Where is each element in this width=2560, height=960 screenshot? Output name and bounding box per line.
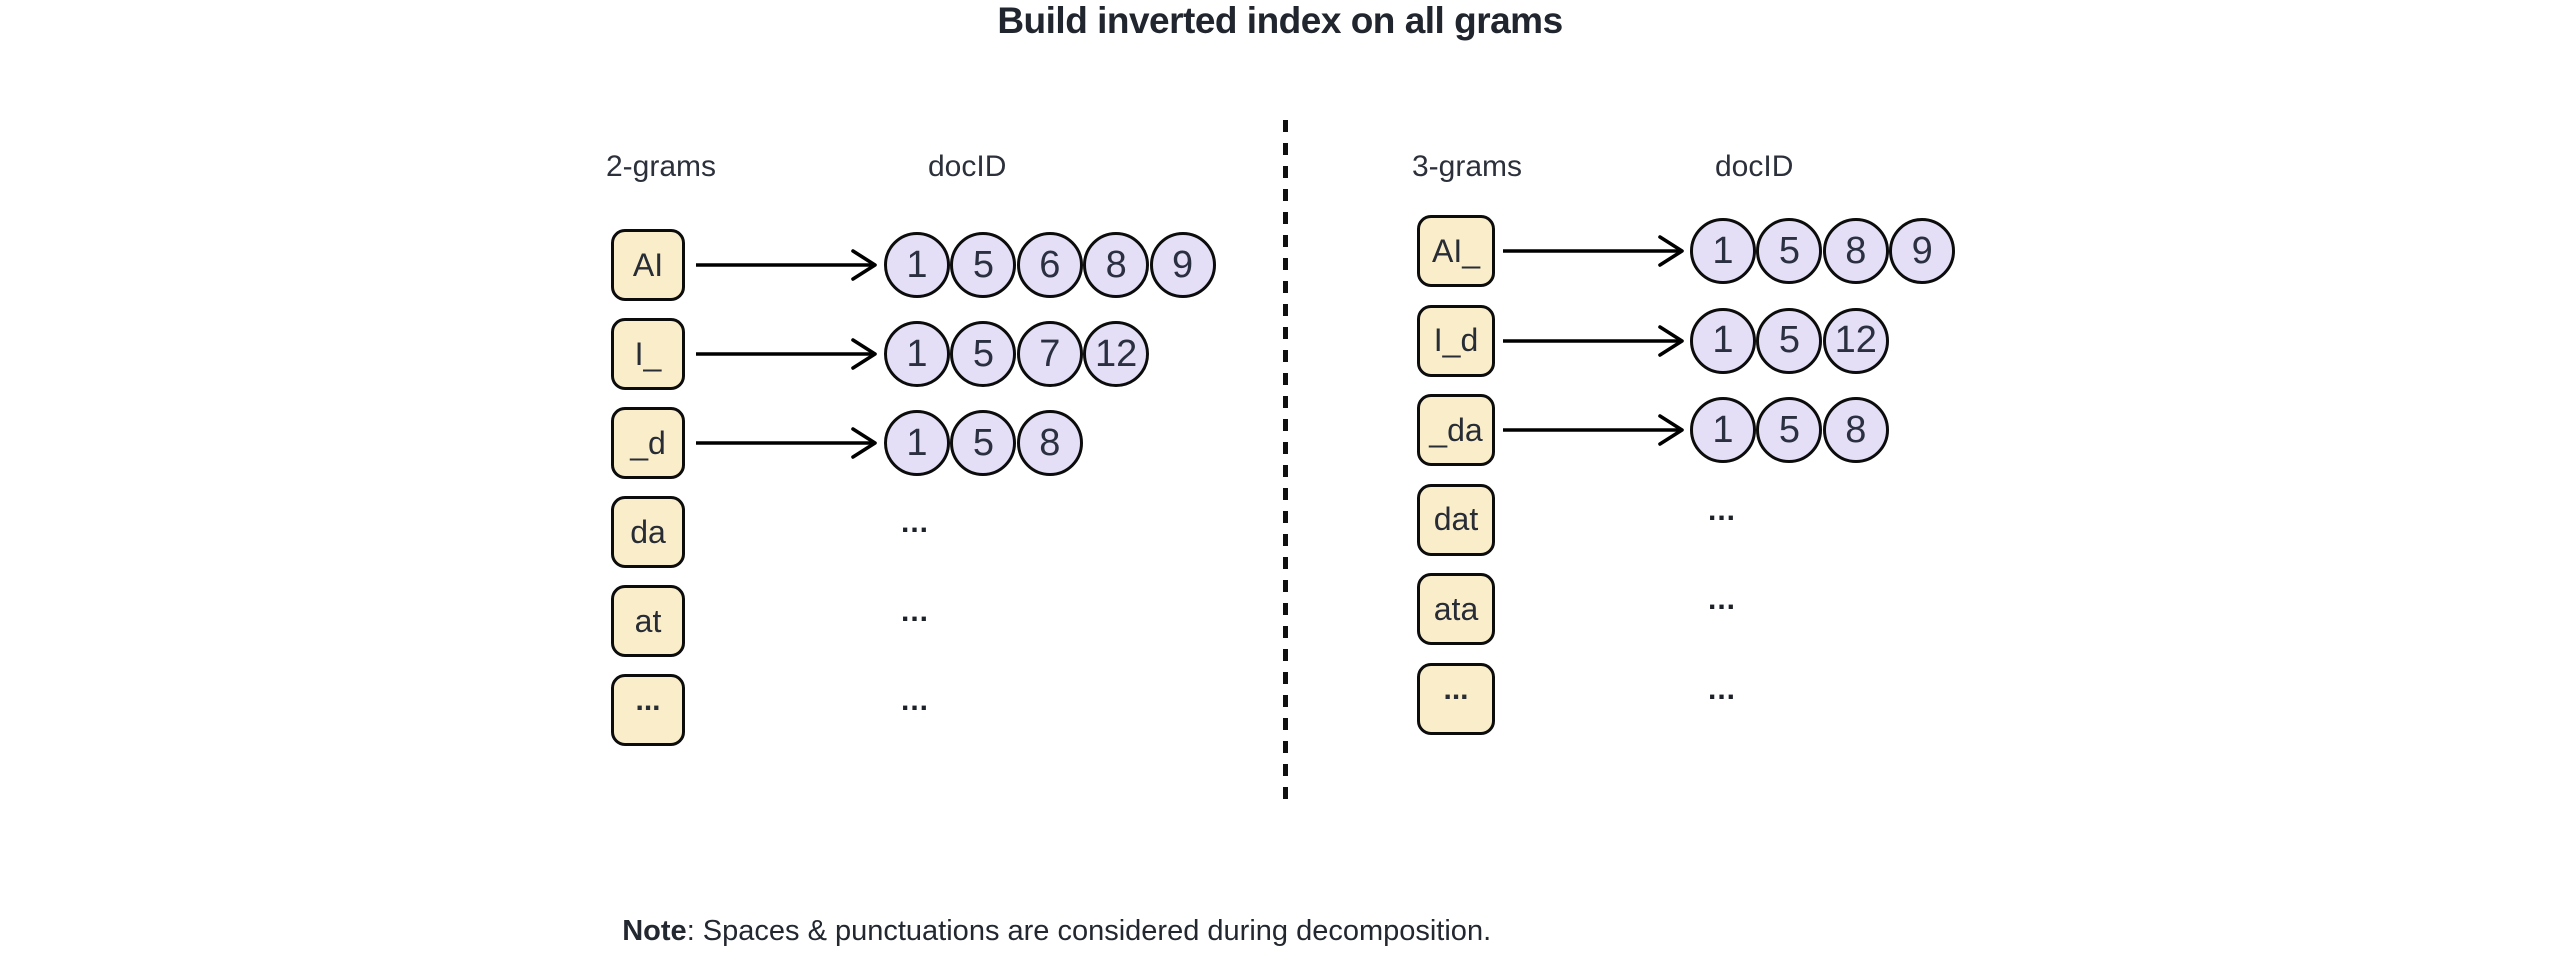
docid-circle: 12 <box>1822 307 1889 374</box>
docid-circle: 9 <box>1889 218 1956 284</box>
arrow-connector <box>696 427 877 459</box>
docid-value: 5 <box>1778 319 1800 361</box>
left-gram-box: at <box>611 585 685 657</box>
left-docid-column-header: docID <box>928 150 1007 183</box>
right-gram-column-header: 3-grams <box>1412 150 1523 183</box>
docid-circle: 7 <box>1016 321 1083 387</box>
docid-circle: 1 <box>884 232 950 298</box>
docid-ellipsis: ... <box>900 506 929 539</box>
page-title: Build inverted index on all grams <box>997 0 1563 41</box>
docid-ellipsis: ... <box>1707 493 1736 527</box>
arrow-connector <box>696 249 877 281</box>
docid-circle: 5 <box>1756 397 1823 463</box>
docid-circle: 9 <box>1149 232 1216 298</box>
docid-circle: 12 <box>1083 321 1150 387</box>
docid-value: 12 <box>1095 332 1138 375</box>
arrow-connector <box>1503 324 1684 357</box>
left-gram-box: I_ <box>611 318 685 390</box>
docid-circle: 8 <box>1822 397 1889 463</box>
docid-value: 8 <box>1039 421 1061 464</box>
docid-circle: 5 <box>950 410 1017 476</box>
docid-circle: 5 <box>950 232 1017 298</box>
docid-value: 9 <box>1911 229 1933 272</box>
docid-ellipsis: ... <box>1707 583 1736 616</box>
docid-circle: 1 <box>1690 218 1756 284</box>
docid-value: 1 <box>1712 408 1734 451</box>
arrow-connector <box>1503 414 1684 446</box>
arrow-connector <box>696 338 877 370</box>
docid-circle: 6 <box>1016 232 1083 298</box>
gram-label: ... <box>1443 672 1469 706</box>
left-gram-box: AI <box>611 229 685 301</box>
docid-value: 5 <box>972 421 994 464</box>
docid-circle: 5 <box>950 321 1017 387</box>
gram-label: _d <box>630 424 666 461</box>
note-line1: : Spaces & punctuations are considered d… <box>686 915 1492 947</box>
docid-value: 6 <box>1039 243 1061 286</box>
docid-ellipsis: ... <box>1707 672 1736 706</box>
docid-value: 8 <box>1845 408 1867 451</box>
right-gram-box: ... <box>1417 662 1495 735</box>
docid-circle: 5 <box>1756 218 1823 284</box>
docid-value: 5 <box>972 332 994 375</box>
gram-label: da <box>630 513 666 550</box>
right-gram-box: _da <box>1417 394 1495 466</box>
right-gram-box: I_d <box>1417 304 1495 377</box>
docid-circle: 1 <box>884 410 950 476</box>
arrow-connector <box>1503 235 1684 267</box>
docid-value: 7 <box>1039 332 1061 375</box>
left-gram-column-header: 2-grams <box>606 150 717 183</box>
docid-circle: 8 <box>1016 410 1083 476</box>
docid-circle: 8 <box>1083 232 1150 298</box>
left-gram-box: ... <box>611 674 685 746</box>
docid-value: 5 <box>1778 229 1800 272</box>
docid-ellipsis: ... <box>900 595 929 628</box>
docid-value: 5 <box>972 243 994 286</box>
left-gram-box: _d <box>611 407 685 479</box>
docid-value: 1 <box>1712 229 1734 272</box>
docid-circle: 5 <box>1756 307 1823 374</box>
docid-value: 1 <box>1712 319 1734 361</box>
gram-label: AI_ <box>1431 232 1481 269</box>
docid-value: 9 <box>1172 243 1194 286</box>
gram-label: ... <box>635 684 661 717</box>
docid-value: 1 <box>906 243 928 286</box>
docid-value: 1 <box>906 421 928 464</box>
docid-circle: 1 <box>1690 397 1756 463</box>
docid-value: 1 <box>906 332 928 375</box>
gram-label: at <box>634 602 662 639</box>
note-label: Note <box>622 915 687 947</box>
gram-label: I_d <box>1433 322 1479 358</box>
dashed-divider-line <box>1283 120 1288 806</box>
note-text: Note: Spaces & punctuations are consider… <box>590 874 1491 960</box>
left-gram-box: da <box>611 496 685 568</box>
right-docid-column-header: docID <box>1715 150 1794 183</box>
gram-label: _da <box>1429 411 1483 448</box>
docid-value: 8 <box>1105 243 1127 286</box>
docid-value: 5 <box>1778 408 1800 451</box>
docid-value: 12 <box>1834 319 1877 361</box>
gram-label: I_ <box>634 335 662 372</box>
gram-label: dat <box>1433 501 1479 537</box>
docid-circle: 8 <box>1822 218 1889 284</box>
docid-circle: 1 <box>884 321 950 387</box>
docid-ellipsis: ... <box>900 684 929 717</box>
right-gram-box: ata <box>1417 573 1495 645</box>
gram-label: ata <box>1433 590 1479 627</box>
docid-value: 8 <box>1845 229 1867 272</box>
gram-label: AI <box>632 246 664 283</box>
right-gram-box: AI_ <box>1417 215 1495 287</box>
right-gram-box: dat <box>1417 483 1495 556</box>
docid-circle: 1 <box>1690 307 1756 374</box>
